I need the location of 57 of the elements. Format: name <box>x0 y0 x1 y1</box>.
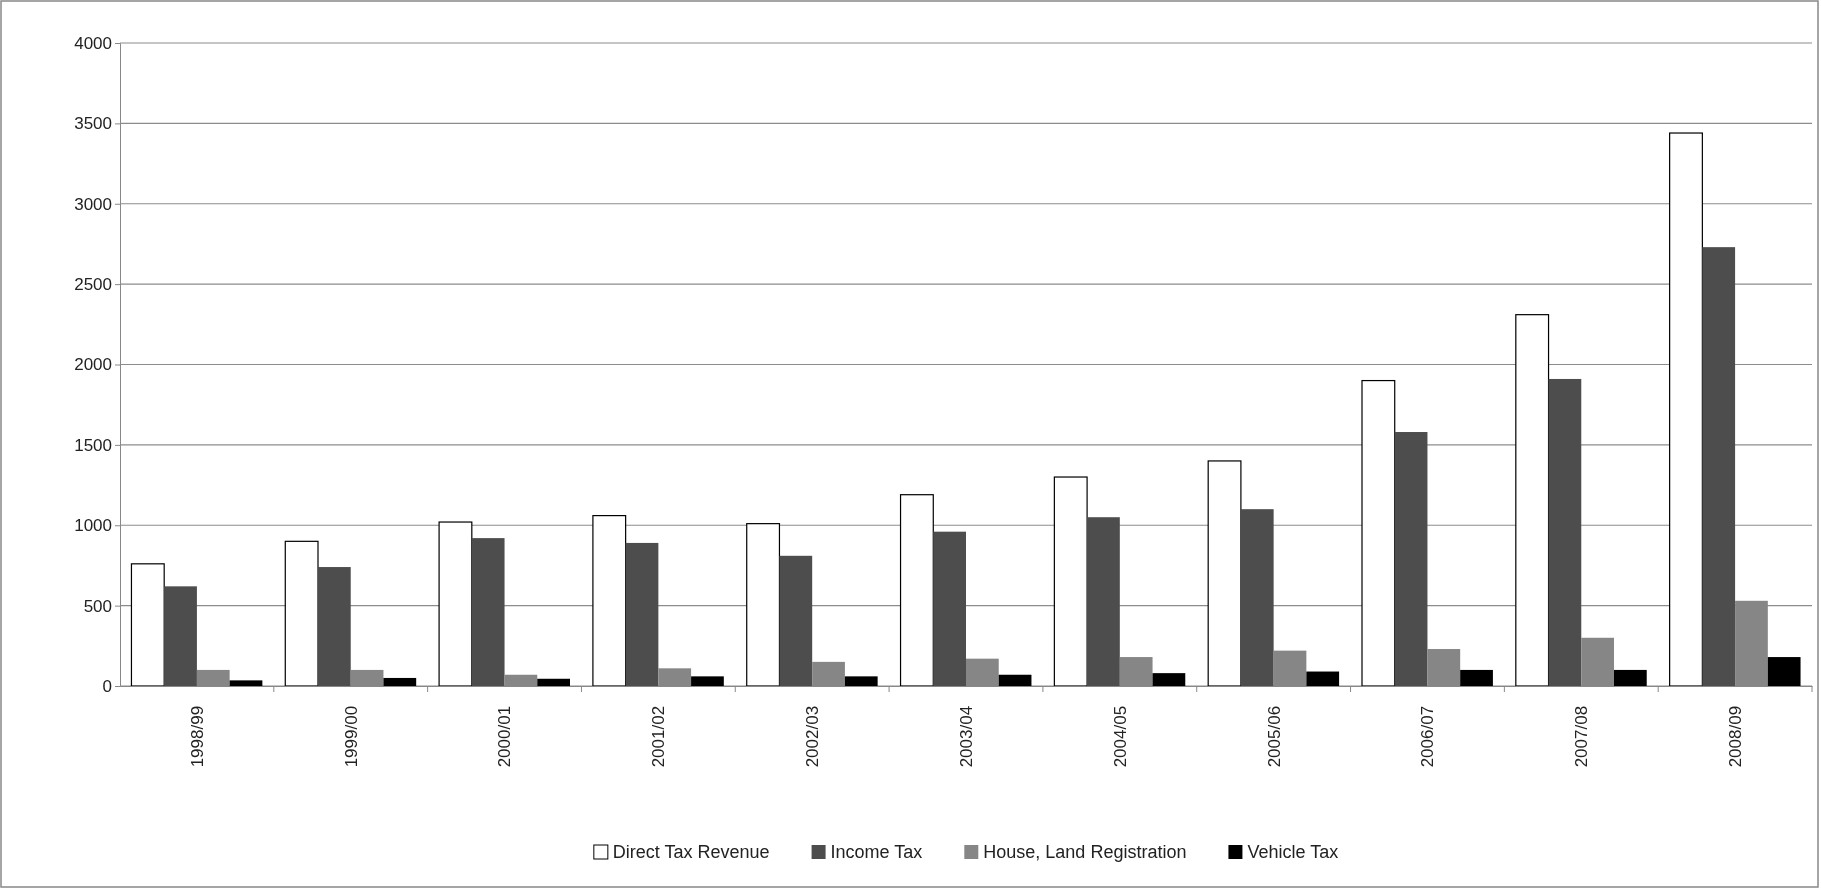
y-tick-label: 3000 <box>74 194 112 214</box>
bar <box>592 515 627 687</box>
x-tick-label: 2006/07 <box>1418 705 1438 768</box>
bar <box>229 680 263 686</box>
bar <box>899 494 934 687</box>
bar <box>1306 671 1340 686</box>
bar <box>625 542 659 686</box>
x-tick-label: 2002/03 <box>803 705 823 768</box>
y-tick-label: 3500 <box>74 114 112 134</box>
bar <box>1394 432 1428 686</box>
bar <box>1240 509 1274 686</box>
bar <box>383 677 417 686</box>
bar <box>318 567 351 686</box>
bar <box>1669 132 1703 687</box>
x-tick-label: 2003/04 <box>956 705 976 768</box>
bar <box>1548 378 1582 686</box>
bar <box>1053 476 1088 687</box>
bar <box>1460 669 1493 686</box>
legend-label: Vehicle Tax <box>1247 842 1339 862</box>
legend-label: House, Land Registration <box>983 842 1187 862</box>
bar <box>1207 460 1242 687</box>
bar <box>284 540 319 687</box>
x-tick-label: 2000/01 <box>495 705 515 768</box>
bar <box>1614 669 1647 686</box>
x-tick-label: 2005/06 <box>1264 705 1284 768</box>
bar <box>691 676 724 686</box>
bar <box>1361 379 1396 687</box>
bar <box>471 538 505 686</box>
x-tick-label: 2008/09 <box>1726 705 1746 768</box>
bar <box>998 674 1032 686</box>
legend-label: Income Tax <box>830 842 923 862</box>
x-tick-label: 2007/08 <box>1572 705 1592 768</box>
bar <box>130 563 165 687</box>
y-tick-label: 2000 <box>74 355 112 375</box>
bar <box>1087 517 1120 686</box>
bar <box>1702 247 1736 686</box>
bar <box>779 555 813 686</box>
y-tick-label: 0 <box>102 676 112 696</box>
y-tick-label: 1500 <box>74 435 112 455</box>
bar <box>844 676 878 686</box>
x-tick-label: 2001/02 <box>649 705 669 768</box>
bar <box>438 521 473 687</box>
x-tick-label: 1998/99 <box>187 705 207 768</box>
bar <box>1515 314 1550 687</box>
bar <box>1152 673 1186 686</box>
bar <box>746 523 781 687</box>
y-tick-label: 500 <box>83 596 112 616</box>
bar <box>1767 657 1801 686</box>
x-tick-label: 1999/00 <box>341 705 361 768</box>
y-tick-label: 4000 <box>74 33 112 53</box>
x-tick-label: 2004/05 <box>1110 705 1130 768</box>
bar <box>537 678 570 686</box>
legend-label: Direct Tax Revenue <box>612 842 770 862</box>
y-tick-label: 2500 <box>74 275 112 295</box>
y-tick-label: 1000 <box>74 516 112 536</box>
bar <box>164 586 197 686</box>
bar <box>933 531 966 686</box>
